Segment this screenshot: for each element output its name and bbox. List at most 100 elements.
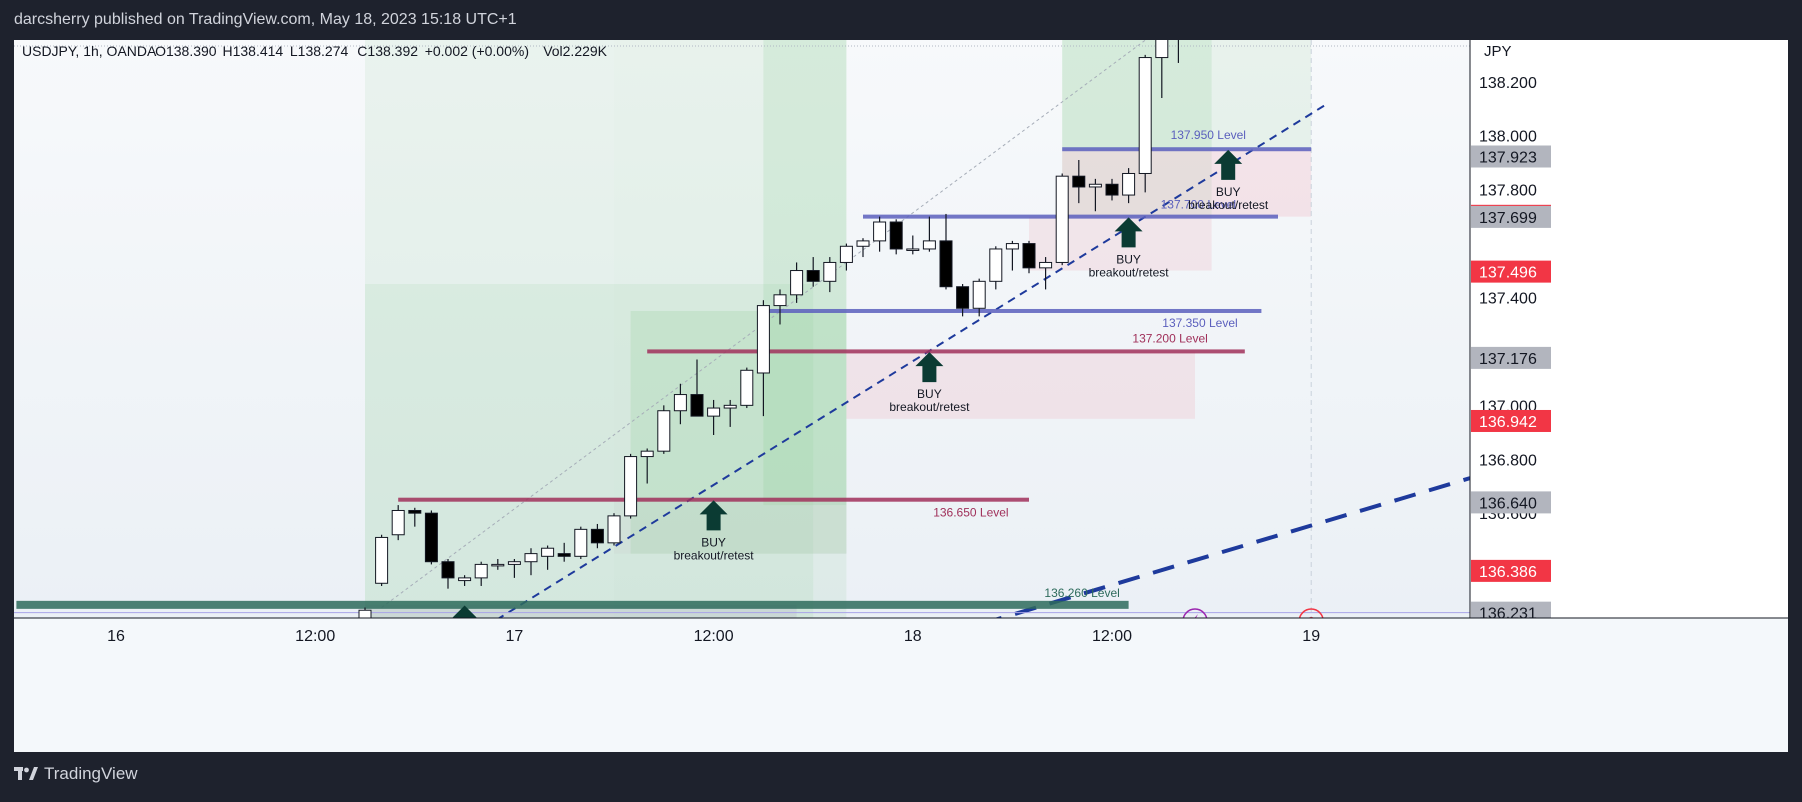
y-tick-label: 138.200	[1479, 75, 1537, 92]
candle-body	[707, 407, 721, 417]
candle-body	[424, 512, 438, 563]
price-badge-label: 137.923	[1479, 149, 1537, 166]
level-label: 137.350 Level	[1162, 316, 1237, 330]
x-tick-label: 18	[904, 628, 922, 645]
currency-label: JPY	[1484, 43, 1512, 60]
legend-item: +0.002 (+0.00%)	[425, 43, 529, 59]
buy-arrow-icon	[699, 500, 728, 531]
price-badge-bg	[1471, 409, 1551, 432]
price-badge: 137.176	[1471, 346, 1551, 369]
buy-arrow-icon	[1114, 217, 1143, 248]
candle-body	[989, 248, 1003, 282]
candle-body	[1155, 40, 1169, 59]
candle-body	[375, 536, 389, 584]
y-tick-label: 137.800	[1479, 183, 1537, 200]
shaded-zone	[1062, 149, 1312, 217]
x-tick-label: 17	[506, 628, 524, 645]
level-line	[1062, 147, 1312, 152]
buy-label: BUY	[917, 387, 942, 401]
x-tick-label: 16	[107, 628, 125, 645]
candle-body	[1022, 243, 1036, 269]
candle-body	[1072, 175, 1086, 188]
candle-body	[922, 240, 936, 250]
level-group: 137.350 Level	[763, 308, 1262, 330]
candle-body	[474, 563, 488, 579]
candle-body	[1088, 183, 1102, 188]
price-badge: 137.699	[1471, 205, 1551, 228]
candle-body	[624, 456, 638, 517]
candle-body	[773, 294, 787, 307]
legend-item: Vol2.229K	[543, 43, 607, 59]
price-badge: 136.386	[1471, 559, 1551, 582]
shaded-zone	[365, 40, 614, 635]
price-badge-label: 136.640	[1479, 495, 1537, 512]
buy-note: breakout/retest	[1188, 198, 1269, 212]
candle-body	[1138, 57, 1152, 174]
candle-body	[507, 561, 521, 565]
footer-bar: TradingView	[0, 752, 1802, 802]
buy-arrow-icon	[1214, 149, 1243, 180]
candle-body	[640, 450, 654, 458]
candle-body	[1005, 243, 1019, 250]
level-label: 137.700 Level	[1161, 198, 1236, 212]
candle-body	[1122, 172, 1136, 196]
level-group: 137.950 Level	[1062, 128, 1312, 152]
level-label: 136.650 Level	[933, 506, 1008, 520]
candle-body	[939, 240, 953, 288]
candle-body	[524, 553, 538, 563]
x-tick-label: 19	[1302, 628, 1320, 645]
chart-area[interactable]: 137.950 Level 137.700 Level 137.350 Level 1…	[14, 40, 1788, 752]
level-label: 137.950 Level	[1171, 128, 1246, 142]
y-tick-label: 138.000	[1479, 129, 1537, 146]
time-axis-bg	[14, 618, 1788, 752]
level-line	[763, 308, 1262, 313]
candle-body	[723, 404, 737, 409]
candle-body	[906, 248, 920, 251]
buy-note: breakout/retest	[889, 400, 970, 414]
candle-body	[1039, 261, 1053, 269]
price-badge-label: 137.496	[1479, 265, 1537, 282]
candle-body	[756, 305, 770, 374]
buy-note: breakout/retest	[1089, 265, 1170, 279]
shaded-zone	[1062, 40, 1312, 150]
legend-item: O138.390	[155, 43, 217, 59]
candle-body	[590, 528, 604, 544]
legend-item: H138.414	[223, 43, 284, 59]
buy-label: BUY	[1116, 252, 1141, 266]
candle-body	[657, 410, 671, 452]
candle-body	[889, 221, 903, 250]
price-badge-bg	[1471, 491, 1551, 514]
candle-body	[541, 547, 555, 557]
brand-name: TradingView	[44, 764, 138, 783]
candle-body	[873, 221, 887, 242]
tradingview-logo[interactable]: TradingView	[14, 764, 138, 784]
x-tick-label: 12:00	[295, 628, 335, 645]
buy-label: BUY	[1216, 185, 1241, 199]
candle-body	[673, 394, 687, 412]
level-group: 137.700 Level	[863, 198, 1278, 219]
shaded-zone	[846, 351, 1195, 419]
buy-note: breakout/retest	[674, 548, 755, 562]
publisher-line: darcsherry published on TradingView.com,…	[14, 11, 517, 28]
x-tick-label: 12:00	[1092, 628, 1132, 645]
price-badge: 136.640	[1471, 491, 1551, 514]
level-label: 137.200 Level	[1132, 331, 1207, 345]
candle-body	[1055, 175, 1069, 263]
price-badge-label: 136.942	[1479, 414, 1537, 431]
shaded-zone	[614, 40, 847, 635]
candle-body	[690, 394, 704, 417]
level-line	[863, 214, 1278, 219]
price-badge-bg	[1471, 559, 1551, 582]
price-badge: 136.942	[1471, 409, 1551, 432]
level-group: 136.650 Level	[398, 497, 1029, 520]
tradingview-logo-icon	[14, 767, 38, 780]
candle-body	[823, 261, 837, 282]
legend-item: USDJPY, 1h, OANDA	[22, 43, 157, 59]
header-bar: darcsherry published on TradingView.com,…	[0, 0, 1802, 40]
shaded-zone	[1062, 40, 1212, 217]
y-tick-label: 137.400	[1479, 291, 1537, 308]
